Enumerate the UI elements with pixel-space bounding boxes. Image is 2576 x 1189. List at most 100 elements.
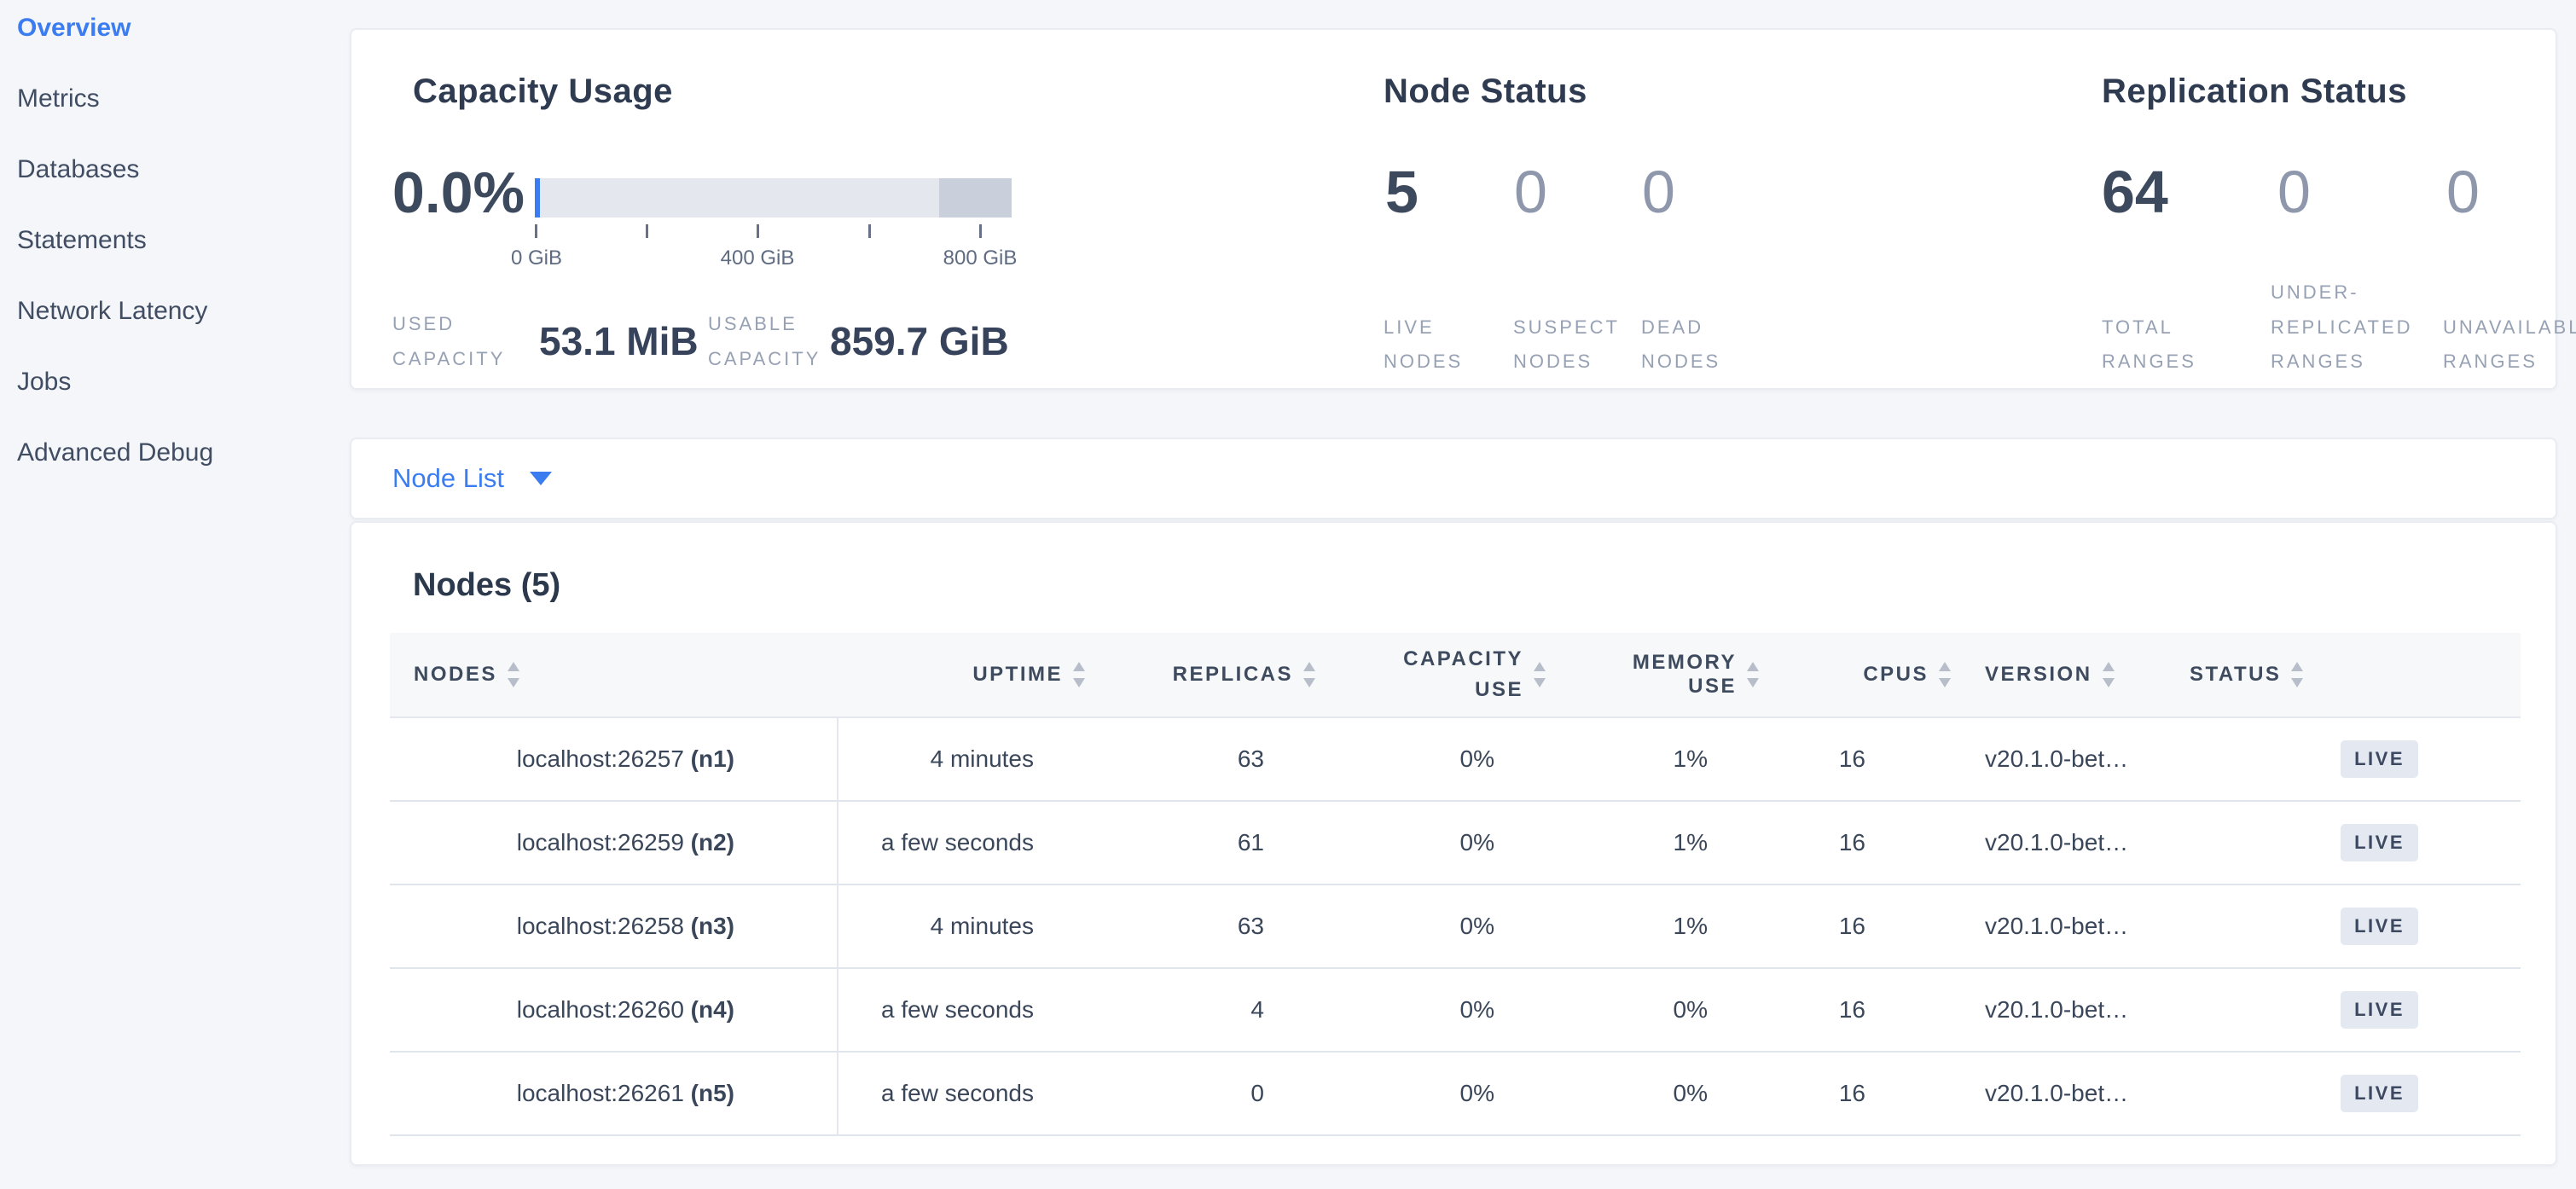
- table-row[interactable]: localhost:26261 (n5) a few seconds 0 0% …: [390, 1052, 2521, 1135]
- sidebar-item-network-latency[interactable]: Network Latency: [17, 297, 208, 325]
- version-cell: v20.1.0-bet…: [1985, 996, 2129, 1023]
- node-address[interactable]: localhost:26259: [516, 829, 684, 856]
- column-header-label: REPLICAS: [1172, 663, 1293, 686]
- sort-icon[interactable]: [1534, 662, 1546, 687]
- status-badge: LIVE: [2341, 740, 2418, 778]
- sort-icon[interactable]: [2102, 662, 2115, 687]
- status-badge: LIVE: [2341, 824, 2418, 861]
- gauge-tick: [646, 224, 648, 238]
- capacity-cell: 0%: [1459, 913, 1494, 939]
- used-capacity-label: USED CAPACITY: [392, 313, 506, 369]
- gauge-tick: [868, 224, 871, 238]
- uptime-cell: a few seconds: [881, 996, 1034, 1023]
- sort-icon[interactable]: [2291, 662, 2304, 687]
- uptime-cell: a few seconds: [881, 1080, 1034, 1106]
- column-header-label: VERSION: [1985, 663, 2092, 686]
- node-address[interactable]: localhost:26257: [516, 745, 684, 772]
- capacity-gauge-used-marker: [535, 178, 540, 218]
- replicas-cell: 63: [1237, 745, 1264, 772]
- node-address[interactable]: localhost:26258: [516, 913, 684, 939]
- sidebar-item-databases[interactable]: Databases: [17, 155, 140, 183]
- sidebar: Overview Metrics Databases Statements Ne…: [0, 0, 350, 1189]
- replication-status-title: Replication Status: [2102, 72, 2407, 110]
- sidebar-item-overview[interactable]: Overview: [17, 14, 131, 42]
- used-capacity-value: 53.1 MiB: [539, 319, 699, 363]
- memory-cell: 0%: [1673, 1080, 1708, 1106]
- node-status-title: Node Status: [1384, 72, 1587, 110]
- unavailable-ranges-count: 0: [2446, 159, 2480, 225]
- sidebar-item-metrics[interactable]: Metrics: [17, 84, 100, 113]
- column-header-capacity-use[interactable]: CAPACITY USE: [1366, 633, 1597, 718]
- memory-cell: 1%: [1673, 829, 1708, 856]
- sidebar-item-advanced-debug[interactable]: Advanced Debug: [17, 438, 214, 467]
- column-header-cpus[interactable]: CPUS: [1810, 633, 1968, 718]
- column-header-version[interactable]: VERSION: [1968, 633, 2164, 718]
- cpus-cell: 16: [1838, 1080, 1865, 1106]
- uptime-cell: 4 minutes: [930, 913, 1034, 939]
- sort-icon[interactable]: [1303, 662, 1315, 687]
- usable-capacity-value: 859.7 GiB: [830, 319, 1009, 363]
- column-header-label: CPUS: [1863, 663, 1929, 686]
- dead-nodes-count: 0: [1642, 159, 1675, 225]
- gauge-tick: [535, 224, 537, 238]
- replicas-cell: 61: [1237, 829, 1264, 856]
- under-replicated-ranges-count: 0: [2277, 159, 2311, 225]
- column-header-label: MEMORY USE: [1632, 651, 1737, 698]
- sort-icon[interactable]: [1747, 662, 1759, 687]
- cpus-cell: 16: [1838, 996, 1865, 1023]
- node-id: (n2): [690, 829, 734, 856]
- memory-cell: 0%: [1673, 996, 1708, 1023]
- table-row[interactable]: localhost:26258 (n3) 4 minutes 63 0% 1% …: [390, 884, 2521, 968]
- column-header-uptime[interactable]: UPTIME: [838, 633, 1136, 718]
- replicas-cell: 0: [1250, 1080, 1264, 1106]
- sidebar-item-jobs[interactable]: Jobs: [17, 368, 72, 396]
- uptime-cell: 4 minutes: [930, 745, 1034, 772]
- memory-cell: 1%: [1673, 913, 1708, 939]
- table-row[interactable]: localhost:26259 (n2) a few seconds 61 0%…: [390, 801, 2521, 884]
- dead-nodes-label: DEAD NODES: [1641, 316, 1721, 373]
- capacity-cell: 0%: [1459, 745, 1494, 772]
- column-header-memory-use[interactable]: MEMORY USE: [1597, 633, 1810, 718]
- node-address[interactable]: localhost:26260: [516, 996, 684, 1023]
- sort-icon[interactable]: [1073, 662, 1085, 687]
- capacity-gauge-nonusable-segment: [939, 178, 1012, 218]
- table-header-row: NODES UPTIME REPLICAS CAPACITY USE MEMOR…: [390, 633, 2521, 718]
- cpus-cell: 16: [1838, 745, 1865, 772]
- sidebar-item-statements[interactable]: Statements: [17, 226, 147, 254]
- column-header-status[interactable]: STATUS: [2164, 633, 2521, 718]
- table-row[interactable]: localhost:26260 (n4) a few seconds 4 0% …: [390, 968, 2521, 1052]
- live-nodes-count: 5: [1385, 159, 1419, 225]
- suspect-nodes-count: 0: [1514, 159, 1547, 225]
- unavailable-ranges-label: UNAVAILABLE RANGES: [2443, 316, 2576, 373]
- sort-icon[interactable]: [507, 662, 519, 687]
- column-header-label: STATUS: [2190, 663, 2282, 686]
- gauge-tick-label-400: 400 GiB: [720, 246, 795, 270]
- capacity-gauge-track: [535, 178, 1012, 218]
- column-header-label: CAPACITY USE: [1403, 647, 1523, 701]
- version-cell: v20.1.0-bet…: [1985, 913, 2129, 939]
- cpus-cell: 16: [1838, 913, 1865, 939]
- gauge-tick: [979, 224, 982, 238]
- chevron-down-icon: [529, 472, 552, 485]
- nodes-table-card: Nodes (5) NODES UPTIME REPLICAS CAPACITY…: [350, 521, 2557, 1166]
- node-list-bar: Node List: [350, 438, 2557, 519]
- usable-capacity-label: USABLE CAPACITY: [708, 313, 821, 369]
- node-address[interactable]: localhost:26261: [516, 1080, 684, 1106]
- capacity-gauge: 0 GiB 400 GiB 800 GiB: [511, 178, 1017, 270]
- total-ranges-label: TOTAL RANGES: [2102, 316, 2196, 373]
- capacity-usage-title: Capacity Usage: [413, 72, 673, 110]
- node-list-dropdown[interactable]: Node List: [392, 463, 552, 494]
- capacity-used-percent: 0.0%: [392, 160, 525, 225]
- column-header-label: NODES: [414, 663, 497, 686]
- capacity-cell: 0%: [1459, 829, 1494, 856]
- capacity-cell: 0%: [1459, 996, 1494, 1023]
- sort-icon[interactable]: [1939, 662, 1951, 687]
- column-header-replicas[interactable]: REPLICAS: [1136, 633, 1366, 718]
- gauge-tick-label-800: 800 GiB: [943, 246, 1018, 270]
- replicas-cell: 63: [1237, 913, 1264, 939]
- memory-cell: 1%: [1673, 745, 1708, 772]
- table-row[interactable]: localhost:26257 (n1) 4 minutes 63 0% 1% …: [390, 717, 2521, 801]
- live-nodes-label: LIVE NODES: [1384, 316, 1464, 373]
- column-header-nodes[interactable]: NODES: [390, 633, 838, 718]
- node-status-labels: LIVE NODES SUSPECT NODES DEAD NODES: [1384, 243, 1761, 380]
